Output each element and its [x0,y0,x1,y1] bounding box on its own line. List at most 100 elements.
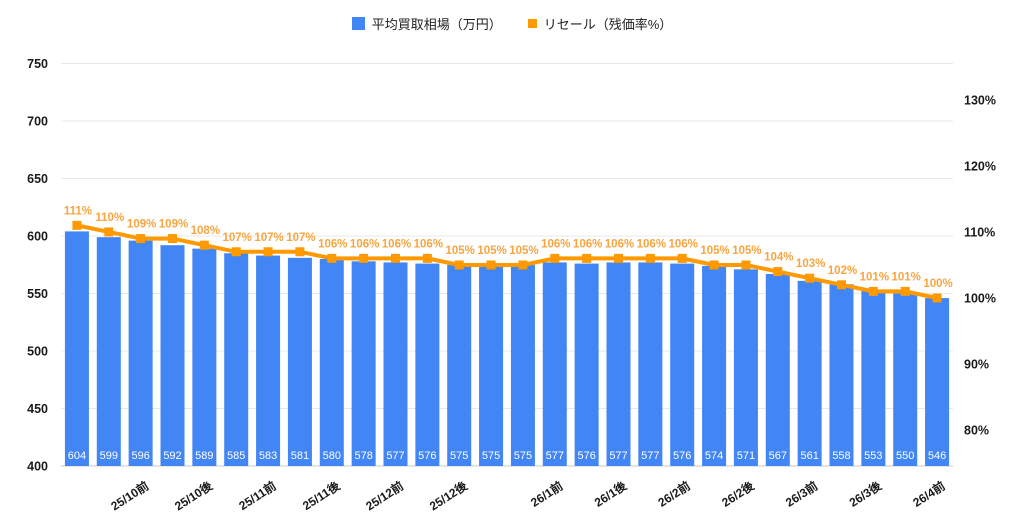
x-axis-tick-label: 25/10後 [172,477,216,513]
bar[interactable] [224,253,249,466]
bar-value-label: 576 [673,450,691,462]
bar-value-label: 576 [577,450,595,462]
bar[interactable] [96,237,121,466]
line-marker[interactable] [486,260,496,270]
chart-legend: 平均買取相場（万円） リセール（残価率%） [0,14,1024,33]
bar[interactable] [606,262,631,466]
line-value-label: 106% [573,238,602,250]
line-marker[interactable] [518,260,528,270]
bar[interactable] [351,261,376,466]
bar[interactable] [925,298,950,466]
bar-value-label: 575 [482,450,500,462]
line-value-label: 106% [414,238,443,250]
bar[interactable] [574,263,599,466]
line-marker[interactable] [868,286,878,296]
bar[interactable] [287,257,312,466]
bar[interactable] [797,280,822,466]
line-marker[interactable] [550,253,560,263]
line-value-label: 108% [191,225,220,237]
line-series-label: リセール（残価率%） [543,17,673,32]
line-value-label: 103% [796,258,825,270]
left-axis-tick-label: 450 [27,402,48,416]
legend-item-line-series[interactable]: リセール（残価率%） [527,14,673,33]
bar[interactable] [510,264,535,466]
line-marker[interactable] [263,247,273,257]
line-marker[interactable] [677,253,687,263]
line-marker[interactable] [391,253,400,263]
line-marker[interactable] [454,260,464,270]
bar[interactable] [733,269,758,466]
line-value-label: 105% [732,245,761,257]
line-value-label: 105% [477,245,506,257]
bar-value-label: 585 [227,450,245,462]
line-marker[interactable] [295,247,305,257]
right-axis-tick-label: 80% [964,424,989,438]
line-marker[interactable] [837,280,846,290]
bar[interactable] [64,231,89,466]
line-value-label: 109% [159,219,188,231]
line-marker[interactable] [136,234,146,244]
bar[interactable] [447,264,472,466]
line-value-label: 107% [286,232,315,244]
line-marker[interactable] [614,253,623,263]
bar-value-label: 583 [259,450,277,462]
x-axis-tick-label: 26/2後 [719,477,758,509]
line-marker[interactable] [741,260,751,270]
bar[interactable] [383,262,408,466]
bar[interactable] [829,284,854,466]
bar[interactable] [670,263,695,466]
bar-value-label: 575 [450,450,468,462]
bar[interactable] [415,263,440,466]
line-marker[interactable] [645,253,655,263]
bar[interactable] [192,248,217,466]
line-marker[interactable] [168,234,177,244]
left-axis-tick-label: 750 [27,57,48,71]
line-value-label: 101% [892,271,921,283]
line-marker[interactable] [231,247,241,257]
bar-value-label: 599 [100,450,118,462]
bar[interactable] [256,255,281,466]
line-value-label: 105% [700,245,729,257]
bar[interactable] [128,240,153,466]
line-marker[interactable] [773,267,783,277]
line-marker[interactable] [805,273,815,283]
left-axis-tick-label: 700 [27,115,48,129]
line-marker[interactable] [932,293,942,303]
bar[interactable] [702,265,727,466]
right-axis-tick-label: 110% [964,225,995,239]
bar[interactable] [638,262,663,466]
line-marker[interactable] [359,253,369,263]
line-marker[interactable] [422,253,432,263]
bar-value-label: 571 [737,450,755,462]
bar[interactable] [893,293,918,467]
line-series-swatch-icon [527,19,537,28]
line-marker[interactable] [709,260,719,270]
bar-value-label: 574 [705,450,723,462]
line-marker[interactable] [199,240,209,250]
bar-series-swatch-icon [351,17,365,30]
left-axis-tick-label: 550 [27,287,48,301]
bar[interactable] [765,273,790,466]
left-axis-tick-label: 600 [27,230,48,244]
bar[interactable] [861,290,886,466]
line-marker[interactable] [104,227,114,237]
bar-value-label: 575 [514,450,532,462]
bar[interactable] [160,245,185,466]
line-marker[interactable] [327,253,337,263]
line-marker[interactable] [900,286,910,296]
resale-line[interactable] [74,223,940,300]
right-axis-tick-label: 130% [964,93,996,107]
bar[interactable] [479,264,504,466]
line-marker[interactable] [582,253,592,263]
line-value-label: 107% [223,232,252,244]
legend-item-bar-series[interactable]: 平均買取相場（万円） [351,14,502,33]
bar[interactable] [319,259,344,466]
bar-value-label: 580 [323,450,341,462]
line-marker[interactable] [72,220,82,230]
x-axis-tick-label: 26/4前 [910,478,948,510]
right-axis-tick-label: 90% [964,358,989,372]
bar-value-label: 578 [354,450,372,462]
bar[interactable] [542,262,567,466]
bar-value-label: 589 [195,450,213,462]
